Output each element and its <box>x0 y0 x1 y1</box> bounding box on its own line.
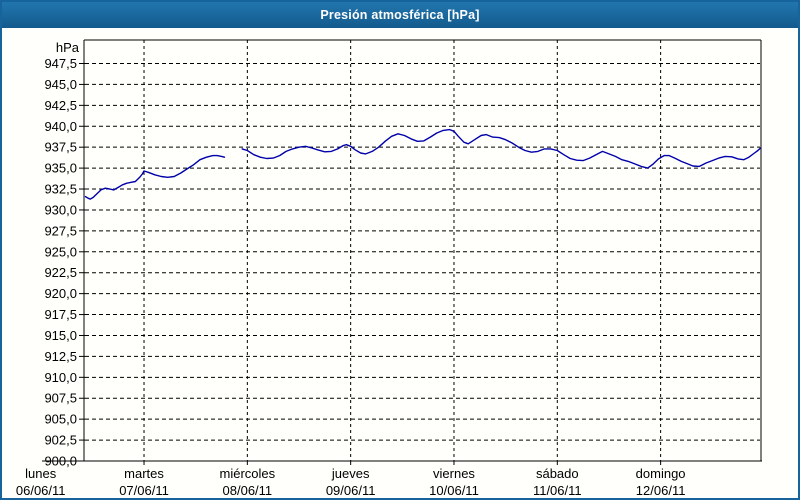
y-axis-tick-label: 915,0 <box>44 328 77 343</box>
x-date-label: 07/06/11 <box>119 483 169 498</box>
x-date-label: 12/06/11 <box>636 483 686 498</box>
y-axis-tick-label: 917,5 <box>44 307 77 322</box>
pressure-line <box>241 128 762 169</box>
y-axis-tick-label: 907,5 <box>44 391 77 406</box>
x-day-label: martes <box>124 466 164 481</box>
x-day-label: domingo <box>636 466 686 481</box>
chart-title: Presión atmosférica [hPa] <box>320 8 480 22</box>
y-axis-tick-label: 932,5 <box>44 182 77 197</box>
x-date-label: 08/06/11 <box>223 483 273 498</box>
y-axis-tick-label: 905,0 <box>44 412 77 427</box>
y-axis-tick-label: 937,5 <box>44 140 77 155</box>
y-axis-tick-label: 942,5 <box>44 98 77 113</box>
y-axis-tick-label: 920,0 <box>44 286 77 301</box>
y-axis-tick-label: 930,0 <box>44 202 77 217</box>
y-axis-tick-label: 940,0 <box>44 119 77 134</box>
x-day-label: lunes <box>25 466 57 481</box>
title-bar: Presión atmosférica [hPa] <box>2 2 798 28</box>
y-axis-tick-label: 935,0 <box>44 161 77 176</box>
y-axis-tick-label: 910,0 <box>44 370 77 385</box>
x-date-label: 11/06/11 <box>533 483 582 498</box>
x-day-label: sábado <box>536 466 579 481</box>
x-day-label: viernes <box>433 466 475 481</box>
x-day-label: miércoles <box>220 466 276 481</box>
y-axis-tick-label: 945,0 <box>44 77 77 92</box>
y-axis-unit-label: hPa <box>56 40 80 55</box>
y-axis-tick-label: 947,5 <box>44 56 77 71</box>
x-day-label: jueves <box>331 466 370 481</box>
y-axis-tick-label: 922,5 <box>44 265 77 280</box>
y-axis-tick-label: 912,5 <box>44 349 77 364</box>
y-axis-tick-label: 927,5 <box>44 223 77 238</box>
x-date-label: 06/06/11 <box>16 483 66 498</box>
x-date-label: 10/06/11 <box>429 483 479 498</box>
x-date-label: 09/06/11 <box>326 483 376 498</box>
y-axis-tick-label: 902,5 <box>44 433 77 448</box>
pressure-line <box>84 154 226 200</box>
y-axis-tick-label: 925,0 <box>44 244 77 259</box>
